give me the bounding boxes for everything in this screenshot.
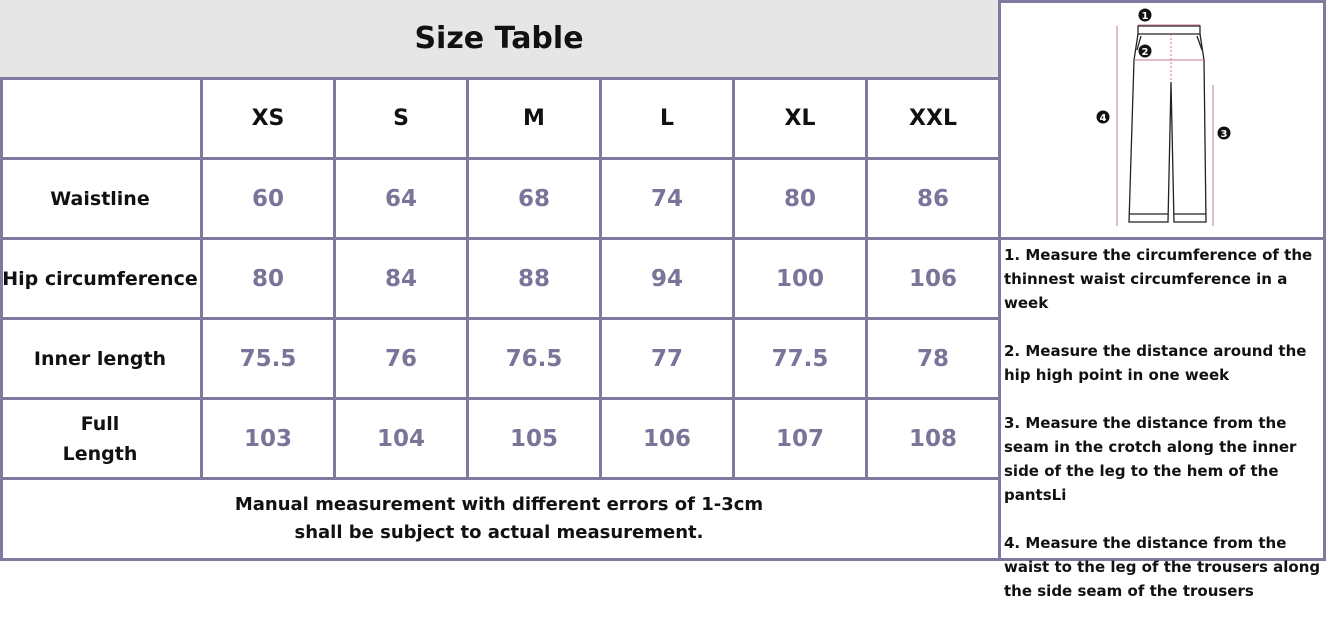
size-value: 68 [469,160,602,240]
size-value: 77 [602,320,735,400]
note-3: 3. Measure the distance from the seam in… [1004,414,1297,504]
size-value: 78 [868,320,1001,400]
row-label: Hip circumference [0,240,203,320]
header-empty-cell [0,80,203,160]
size-value: 105 [469,400,602,480]
row-label: Inner length [0,320,203,400]
marker-2-icon: 2 [1138,44,1152,58]
size-header: L [602,80,735,160]
note-2: 2. Measure the distance around the hip h… [1004,342,1307,384]
size-value: 60 [203,160,336,240]
size-value: 100 [735,240,868,320]
size-header: XXL [868,80,1001,160]
svg-text:1: 1 [1142,11,1149,22]
marker-1-icon: 1 [1138,8,1152,22]
note-1: 1. Measure the circumference of the thin… [1004,246,1313,312]
size-value: 75.5 [203,320,336,400]
footer-line-1: Manual measurement with different errors… [234,494,764,515]
size-header: XS [203,80,336,160]
footer-note: Manual measurement with different errors… [0,480,1001,561]
marker-4-icon: 4 [1096,110,1110,124]
size-value: 84 [336,240,469,320]
page-title: Size Table [0,0,1001,80]
size-header: XL [735,80,868,160]
size-value: 104 [336,400,469,480]
size-value: 94 [602,240,735,320]
svg-text:3: 3 [1221,129,1228,140]
footer-line-2: shall be subject to actual measurement. [294,522,704,543]
size-value: 80 [735,160,868,240]
marker-3-icon: 3 [1217,126,1231,140]
svg-text:2: 2 [1142,47,1149,58]
pants-diagram: 1 2 3 4 [1001,0,1326,240]
pants-outline-icon [1128,25,1207,223]
size-header: S [336,80,469,160]
measure-lines-icon [1116,24,1214,226]
size-header: M [469,80,602,160]
size-value: 106 [868,240,1001,320]
size-value: 103 [203,400,336,480]
size-value: 88 [469,240,602,320]
measurement-notes: 1. Measure the circumference of the thin… [1004,243,1324,627]
size-value: 76 [336,320,469,400]
row-label: Full Length [0,400,203,480]
svg-text:4: 4 [1100,113,1107,124]
size-value: 86 [868,160,1001,240]
size-value: 74 [602,160,735,240]
note-4: 4. Measure the distance from the waist t… [1004,534,1321,600]
size-value: 64 [336,160,469,240]
size-value: 107 [735,400,868,480]
size-value: 77.5 [735,320,868,400]
size-value: 80 [203,240,336,320]
size-value: 76.5 [469,320,602,400]
size-value: 108 [868,400,1001,480]
row-label: Waistline [0,160,203,240]
size-value: 106 [602,400,735,480]
